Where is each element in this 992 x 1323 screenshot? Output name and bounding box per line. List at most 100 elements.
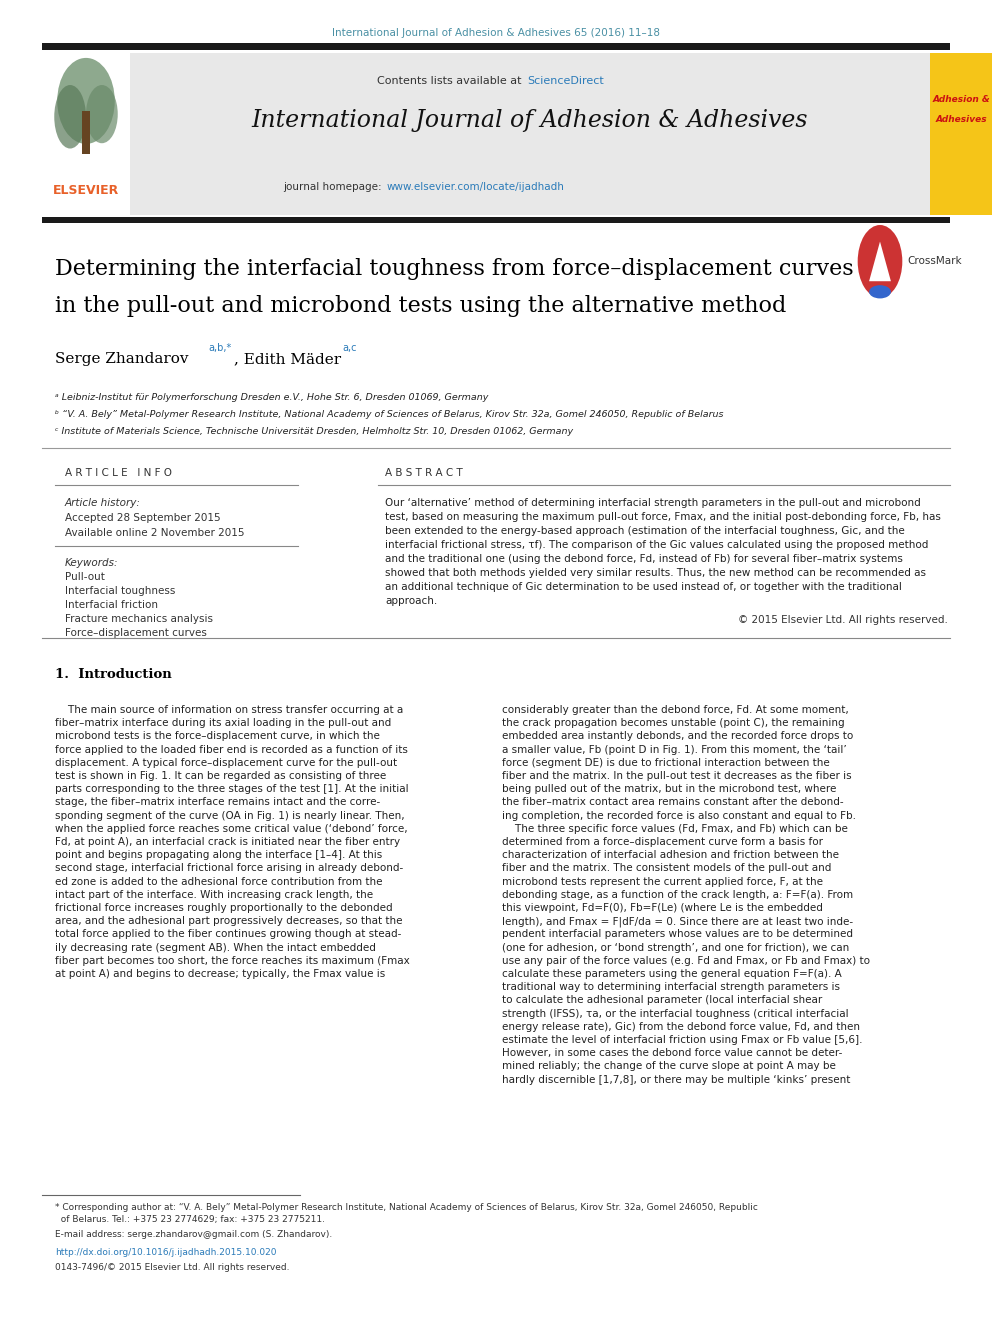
- Text: However, in some cases the debond force value cannot be deter-: However, in some cases the debond force …: [502, 1048, 842, 1058]
- Text: Accepted 28 September 2015: Accepted 28 September 2015: [65, 513, 220, 523]
- Polygon shape: [869, 242, 891, 282]
- Text: test is shown in Fig. 1. It can be regarded as consisting of three: test is shown in Fig. 1. It can be regar…: [55, 771, 386, 781]
- Text: energy release rate), Gic) from the debond force value, Fd, and then: energy release rate), Gic) from the debo…: [502, 1021, 860, 1032]
- Text: an additional technique of Gic determination to be used instead of, or together : an additional technique of Gic determina…: [385, 582, 902, 591]
- Text: Interfacial toughness: Interfacial toughness: [65, 586, 176, 595]
- Text: microbond tests is the force–displacement curve, in which the: microbond tests is the force–displacemen…: [55, 732, 380, 741]
- Text: fiber part becomes too short, the force reaches its maximum (Fmax: fiber part becomes too short, the force …: [55, 955, 410, 966]
- Text: ScienceDirect: ScienceDirect: [527, 75, 604, 86]
- Text: ᵃ Leibniz-Institut für Polymerforschung Dresden e.V., Hohe Str. 6, Dresden 01069: ᵃ Leibniz-Institut für Polymerforschung …: [55, 393, 488, 402]
- Text: when the applied force reaches some critical value (‘debond’ force,: when the applied force reaches some crit…: [55, 824, 408, 833]
- Text: second stage, interfacial frictional force arising in already debond-: second stage, interfacial frictional for…: [55, 864, 404, 873]
- Text: considerably greater than the debond force, Fd. At some moment,: considerably greater than the debond for…: [502, 705, 849, 714]
- Text: fiber–matrix interface during its axial loading in the pull-out and: fiber–matrix interface during its axial …: [55, 718, 391, 728]
- Text: Interfacial friction: Interfacial friction: [65, 601, 158, 610]
- Text: * Corresponding author at: “V. A. Bely” Metal-Polymer Research Institute, Nation: * Corresponding author at: “V. A. Bely” …: [55, 1203, 758, 1212]
- Text: fiber and the matrix. In the pull-out test it decreases as the fiber is: fiber and the matrix. In the pull-out te…: [502, 771, 851, 781]
- Text: a,c: a,c: [342, 343, 356, 353]
- Text: mined reliably; the change of the curve slope at point A may be: mined reliably; the change of the curve …: [502, 1061, 836, 1072]
- Text: use any pair of the force values (e.g. Fd and Fmax, or Fb and Fmax) to: use any pair of the force values (e.g. F…: [502, 955, 870, 966]
- Text: in the pull-out and microbond tests using the alternative method: in the pull-out and microbond tests usin…: [55, 295, 787, 318]
- Bar: [130, 53, 930, 216]
- Text: frictional force increases roughly proportionally to the debonded: frictional force increases roughly propo…: [55, 904, 393, 913]
- Ellipse shape: [86, 85, 118, 143]
- Text: this viewpoint, Fd=F(0), Fb=F(Le) (where Le is the embedded: this viewpoint, Fd=F(0), Fb=F(Le) (where…: [502, 904, 823, 913]
- Text: been extended to the energy-based approach (estimation of the interfacial toughn: been extended to the energy-based approa…: [385, 527, 905, 536]
- Text: embedded area instantly debonds, and the recorded force drops to: embedded area instantly debonds, and the…: [502, 732, 853, 741]
- Text: approach.: approach.: [385, 595, 437, 606]
- Text: E-mail address: serge.zhandarov@gmail.com (S. Zhandarov).: E-mail address: serge.zhandarov@gmail.co…: [55, 1230, 332, 1240]
- Text: being pulled out of the matrix, but in the microbond test, where: being pulled out of the matrix, but in t…: [502, 785, 836, 794]
- Text: ELSEVIER: ELSEVIER: [53, 184, 119, 197]
- Text: ing completion, the recorded force is also constant and equal to Fb.: ing completion, the recorded force is al…: [502, 811, 856, 820]
- Text: Our ‘alternative’ method of determining interfacial strength parameters in the p: Our ‘alternative’ method of determining …: [385, 497, 921, 508]
- Bar: [82, 111, 90, 153]
- Text: traditional way to determining interfacial strength parameters is: traditional way to determining interfaci…: [502, 982, 840, 992]
- Text: Available online 2 November 2015: Available online 2 November 2015: [65, 528, 244, 538]
- Text: Fracture mechanics analysis: Fracture mechanics analysis: [65, 614, 213, 624]
- Bar: [930, 53, 992, 216]
- Text: International Journal of Adhesion & Adhesives 65 (2016) 11–18: International Journal of Adhesion & Adhe…: [332, 28, 660, 38]
- Text: A B S T R A C T: A B S T R A C T: [385, 468, 462, 478]
- Text: test, based on measuring the maximum pull-out force, Fmax, and the initial post-: test, based on measuring the maximum pul…: [385, 512, 940, 523]
- Text: International Journal of Adhesion & Adhesives: International Journal of Adhesion & Adhe…: [252, 108, 808, 131]
- Text: 0143-7496/© 2015 Elsevier Ltd. All rights reserved.: 0143-7496/© 2015 Elsevier Ltd. All right…: [55, 1263, 290, 1271]
- Text: ᵇ “V. A. Bely” Metal-Polymer Research Institute, National Academy of Sciences of: ᵇ “V. A. Bely” Metal-Polymer Research In…: [55, 410, 723, 419]
- Text: Adhesives: Adhesives: [935, 115, 987, 124]
- Text: © 2015 Elsevier Ltd. All rights reserved.: © 2015 Elsevier Ltd. All rights reserved…: [738, 615, 948, 624]
- Ellipse shape: [58, 58, 115, 144]
- Text: hardly discernible [1,7,8], or there may be multiple ‘kinks’ present: hardly discernible [1,7,8], or there may…: [502, 1074, 850, 1085]
- Ellipse shape: [55, 85, 86, 148]
- Text: characterization of interfacial adhesion and friction between the: characterization of interfacial adhesion…: [502, 851, 839, 860]
- Text: parts corresponding to the three stages of the test [1]. At the initial: parts corresponding to the three stages …: [55, 785, 409, 794]
- Text: (one for adhesion, or ‘bond strength’, and one for friction), we can: (one for adhesion, or ‘bond strength’, a…: [502, 942, 849, 953]
- Text: sponding segment of the curve (OA in Fig. 1) is nearly linear. Then,: sponding segment of the curve (OA in Fig…: [55, 811, 405, 820]
- Text: displacement. A typical force–displacement curve for the pull-out: displacement. A typical force–displaceme…: [55, 758, 397, 767]
- Text: force (segment DE) is due to frictional interaction between the: force (segment DE) is due to frictional …: [502, 758, 829, 767]
- Text: stage, the fiber–matrix interface remains intact and the corre-: stage, the fiber–matrix interface remain…: [55, 798, 380, 807]
- Text: Determining the interfacial toughness from force–displacement curves: Determining the interfacial toughness fr…: [55, 258, 854, 280]
- Bar: [42, 53, 130, 216]
- Text: to calculate the adhesional parameter (local interfacial shear: to calculate the adhesional parameter (l…: [502, 995, 822, 1005]
- Text: ᶜ Institute of Materials Science, Technische Universität Dresden, Helmholtz Str.: ᶜ Institute of Materials Science, Techni…: [55, 427, 573, 437]
- Text: a,b,*: a,b,*: [208, 343, 231, 353]
- Text: The three specific force values (Fd, Fmax, and Fb) which can be: The three specific force values (Fd, Fma…: [502, 824, 848, 833]
- Text: length), and Fmax = F|dF/da = 0. Since there are at least two inde-: length), and Fmax = F|dF/da = 0. Since t…: [502, 917, 853, 926]
- Text: the crack propagation becomes unstable (point C), the remaining: the crack propagation becomes unstable (…: [502, 718, 844, 728]
- Text: intact part of the interface. With increasing crack length, the: intact part of the interface. With incre…: [55, 890, 373, 900]
- Text: showed that both methods yielded very similar results. Thus, the new method can : showed that both methods yielded very si…: [385, 568, 926, 578]
- Text: estimate the level of interfacial friction using Fmax or Fb value [5,6].: estimate the level of interfacial fricti…: [502, 1035, 862, 1045]
- Text: Pull-out: Pull-out: [65, 572, 105, 582]
- Text: Article history:: Article history:: [65, 497, 141, 508]
- Text: Serge Zhandarov: Serge Zhandarov: [55, 352, 188, 366]
- Text: CrossMark: CrossMark: [908, 257, 962, 266]
- Text: Adhesion &: Adhesion &: [932, 95, 990, 105]
- Text: www.elsevier.com/locate/ijadhadh: www.elsevier.com/locate/ijadhadh: [387, 183, 564, 192]
- Text: ed zone is added to the adhesional force contribution from the: ed zone is added to the adhesional force…: [55, 877, 383, 886]
- Text: Contents lists available at: Contents lists available at: [377, 75, 525, 86]
- Text: interfacial frictional stress, τf). The comparison of the Gic values calculated : interfacial frictional stress, τf). The …: [385, 540, 929, 550]
- Text: Fd, at point A), an interfacial crack is initiated near the fiber entry: Fd, at point A), an interfacial crack is…: [55, 837, 400, 847]
- Text: of Belarus. Tel.: +375 23 2774629; fax: +375 23 2775211.: of Belarus. Tel.: +375 23 2774629; fax: …: [55, 1215, 325, 1224]
- Text: area, and the adhesional part progressively decreases, so that the: area, and the adhesional part progressiv…: [55, 917, 403, 926]
- Text: force applied to the loaded fiber end is recorded as a function of its: force applied to the loaded fiber end is…: [55, 745, 408, 754]
- Text: fiber and the matrix. The consistent models of the pull-out and: fiber and the matrix. The consistent mod…: [502, 864, 831, 873]
- Text: microbond tests represent the current applied force, F, at the: microbond tests represent the current ap…: [502, 877, 823, 886]
- Text: point and begins propagating along the interface [1–4]. At this: point and begins propagating along the i…: [55, 851, 382, 860]
- Text: the fiber–matrix contact area remains constant after the debond-: the fiber–matrix contact area remains co…: [502, 798, 843, 807]
- Text: calculate these parameters using the general equation F=F(a). A: calculate these parameters using the gen…: [502, 968, 842, 979]
- Ellipse shape: [869, 286, 891, 299]
- Text: Force–displacement curves: Force–displacement curves: [65, 628, 207, 638]
- Text: 1.  Introduction: 1. Introduction: [55, 668, 172, 681]
- Text: , Edith Mäder: , Edith Mäder: [234, 352, 341, 366]
- Text: http://dx.doi.org/10.1016/j.ijadhadh.2015.10.020: http://dx.doi.org/10.1016/j.ijadhadh.201…: [55, 1248, 277, 1257]
- Text: total force applied to the fiber continues growing though at stead-: total force applied to the fiber continu…: [55, 929, 402, 939]
- Text: The main source of information on stress transfer occurring at a: The main source of information on stress…: [55, 705, 404, 714]
- Bar: [42, 44, 950, 50]
- Text: journal homepage:: journal homepage:: [283, 183, 385, 192]
- Text: determined from a force–displacement curve form a basis for: determined from a force–displacement cur…: [502, 837, 823, 847]
- Text: A R T I C L E   I N F O: A R T I C L E I N F O: [65, 468, 172, 478]
- Ellipse shape: [858, 225, 903, 298]
- Text: a smaller value, Fb (point D in Fig. 1). From this moment, the ‘tail’: a smaller value, Fb (point D in Fig. 1).…: [502, 745, 847, 754]
- Text: at point A) and begins to decrease; typically, the Fmax value is: at point A) and begins to decrease; typi…: [55, 968, 385, 979]
